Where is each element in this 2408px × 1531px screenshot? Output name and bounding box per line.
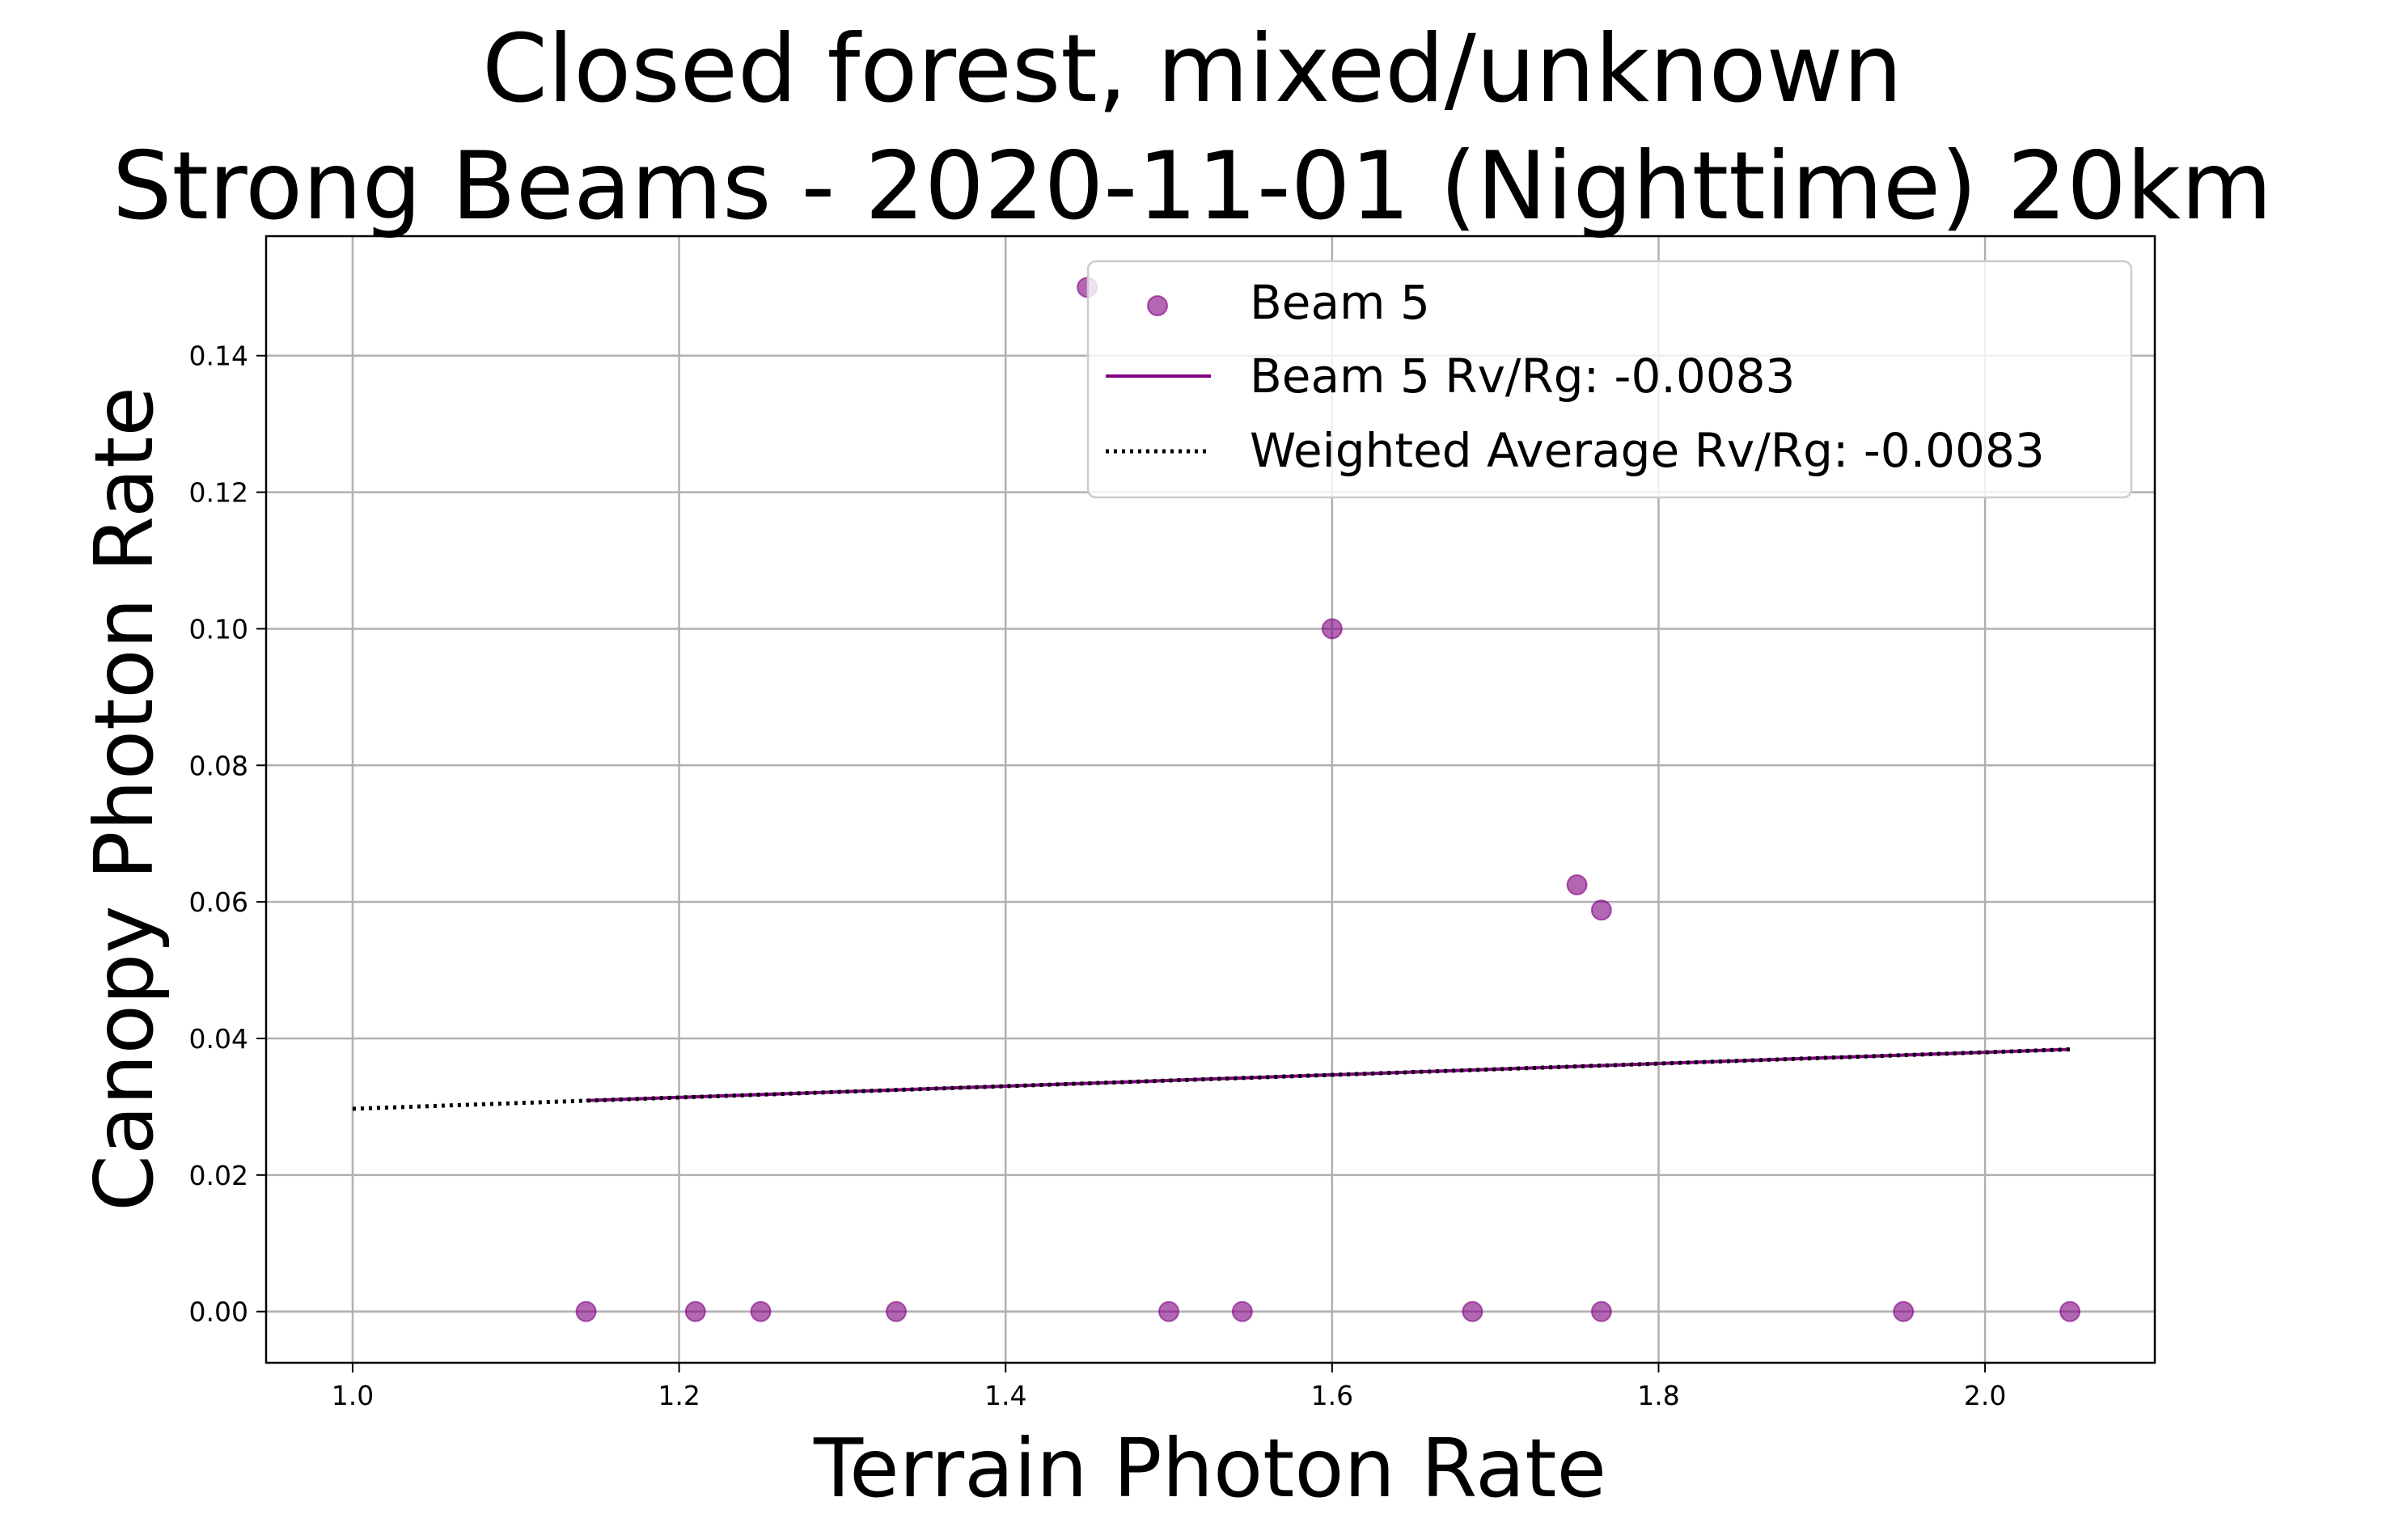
y-tick-label: 0.04 bbox=[189, 1023, 248, 1055]
beam-5-fit-line bbox=[586, 1047, 2071, 1102]
chart-title-line-1: Closed forest, mixed/unknown bbox=[482, 15, 1902, 124]
legend-box bbox=[1086, 260, 2133, 499]
y-tick-label: 0.00 bbox=[189, 1296, 248, 1328]
legend-marker-beam-5 bbox=[1147, 295, 1168, 316]
legend: Beam 5 Beam 5 Rv/Rg: -0.0083 Weighted Av… bbox=[1086, 260, 2133, 499]
y-tick-label: 0.06 bbox=[189, 886, 248, 918]
beam-5-point bbox=[1590, 1301, 1612, 1322]
chart-title-line-2: Strong Beams - 2020-11-01 (Nighttime) 20… bbox=[112, 132, 2272, 241]
x-tick-label: 1.8 bbox=[1637, 1380, 1679, 1411]
beam-5-point bbox=[1231, 1301, 1253, 1322]
beam-5-point bbox=[1590, 899, 1612, 921]
x-tick-label: 1.0 bbox=[332, 1380, 374, 1411]
y-tick-label: 0.10 bbox=[189, 613, 248, 645]
y-tick-label: 0.14 bbox=[189, 340, 248, 372]
x-axis-label: Terrain Photon Rate bbox=[813, 1421, 1606, 1516]
beam-5-point bbox=[750, 1301, 772, 1322]
beam-5-point bbox=[684, 1301, 706, 1322]
x-tick-label: 1.4 bbox=[984, 1380, 1026, 1411]
beam-5-point bbox=[1321, 618, 1343, 640]
x-tick-label: 1.6 bbox=[1311, 1380, 1353, 1411]
beam-5-point bbox=[2059, 1301, 2081, 1322]
beam-5-point bbox=[1566, 874, 1588, 896]
beam-5-point bbox=[1893, 1301, 1915, 1322]
y-tick-label: 0.02 bbox=[189, 1160, 248, 1191]
weighted-average-line bbox=[352, 1047, 2071, 1111]
legend-label-beam-5-fit: Beam 5 Rv/Rg: -0.0083 bbox=[1250, 349, 1795, 404]
x-tick-label: 1.2 bbox=[658, 1380, 700, 1411]
y-axis-label: Canopy Photon Rate bbox=[77, 387, 171, 1212]
plot-series bbox=[352, 277, 2081, 1322]
axis-ticks: 1.0 1.2 1.4 1.6 1.8 2.0 0.00 0.02 0.04 0.06 0.08 0.… bbox=[189, 340, 2007, 1411]
beam-5-point bbox=[1158, 1301, 1180, 1322]
y-tick-label: 0.08 bbox=[189, 750, 248, 781]
beam-5-point bbox=[1462, 1301, 1483, 1322]
x-tick-label: 2.0 bbox=[1964, 1380, 2006, 1411]
legend-label-weighted-average: Weighted Average Rv/Rg: -0.0083 bbox=[1250, 423, 2045, 478]
beam-5-point bbox=[886, 1301, 908, 1322]
y-tick-label: 0.12 bbox=[189, 477, 248, 509]
legend-label-beam-5: Beam 5 bbox=[1250, 275, 1430, 330]
plot-frame bbox=[264, 235, 2156, 1364]
beam-5-point bbox=[575, 1301, 597, 1322]
